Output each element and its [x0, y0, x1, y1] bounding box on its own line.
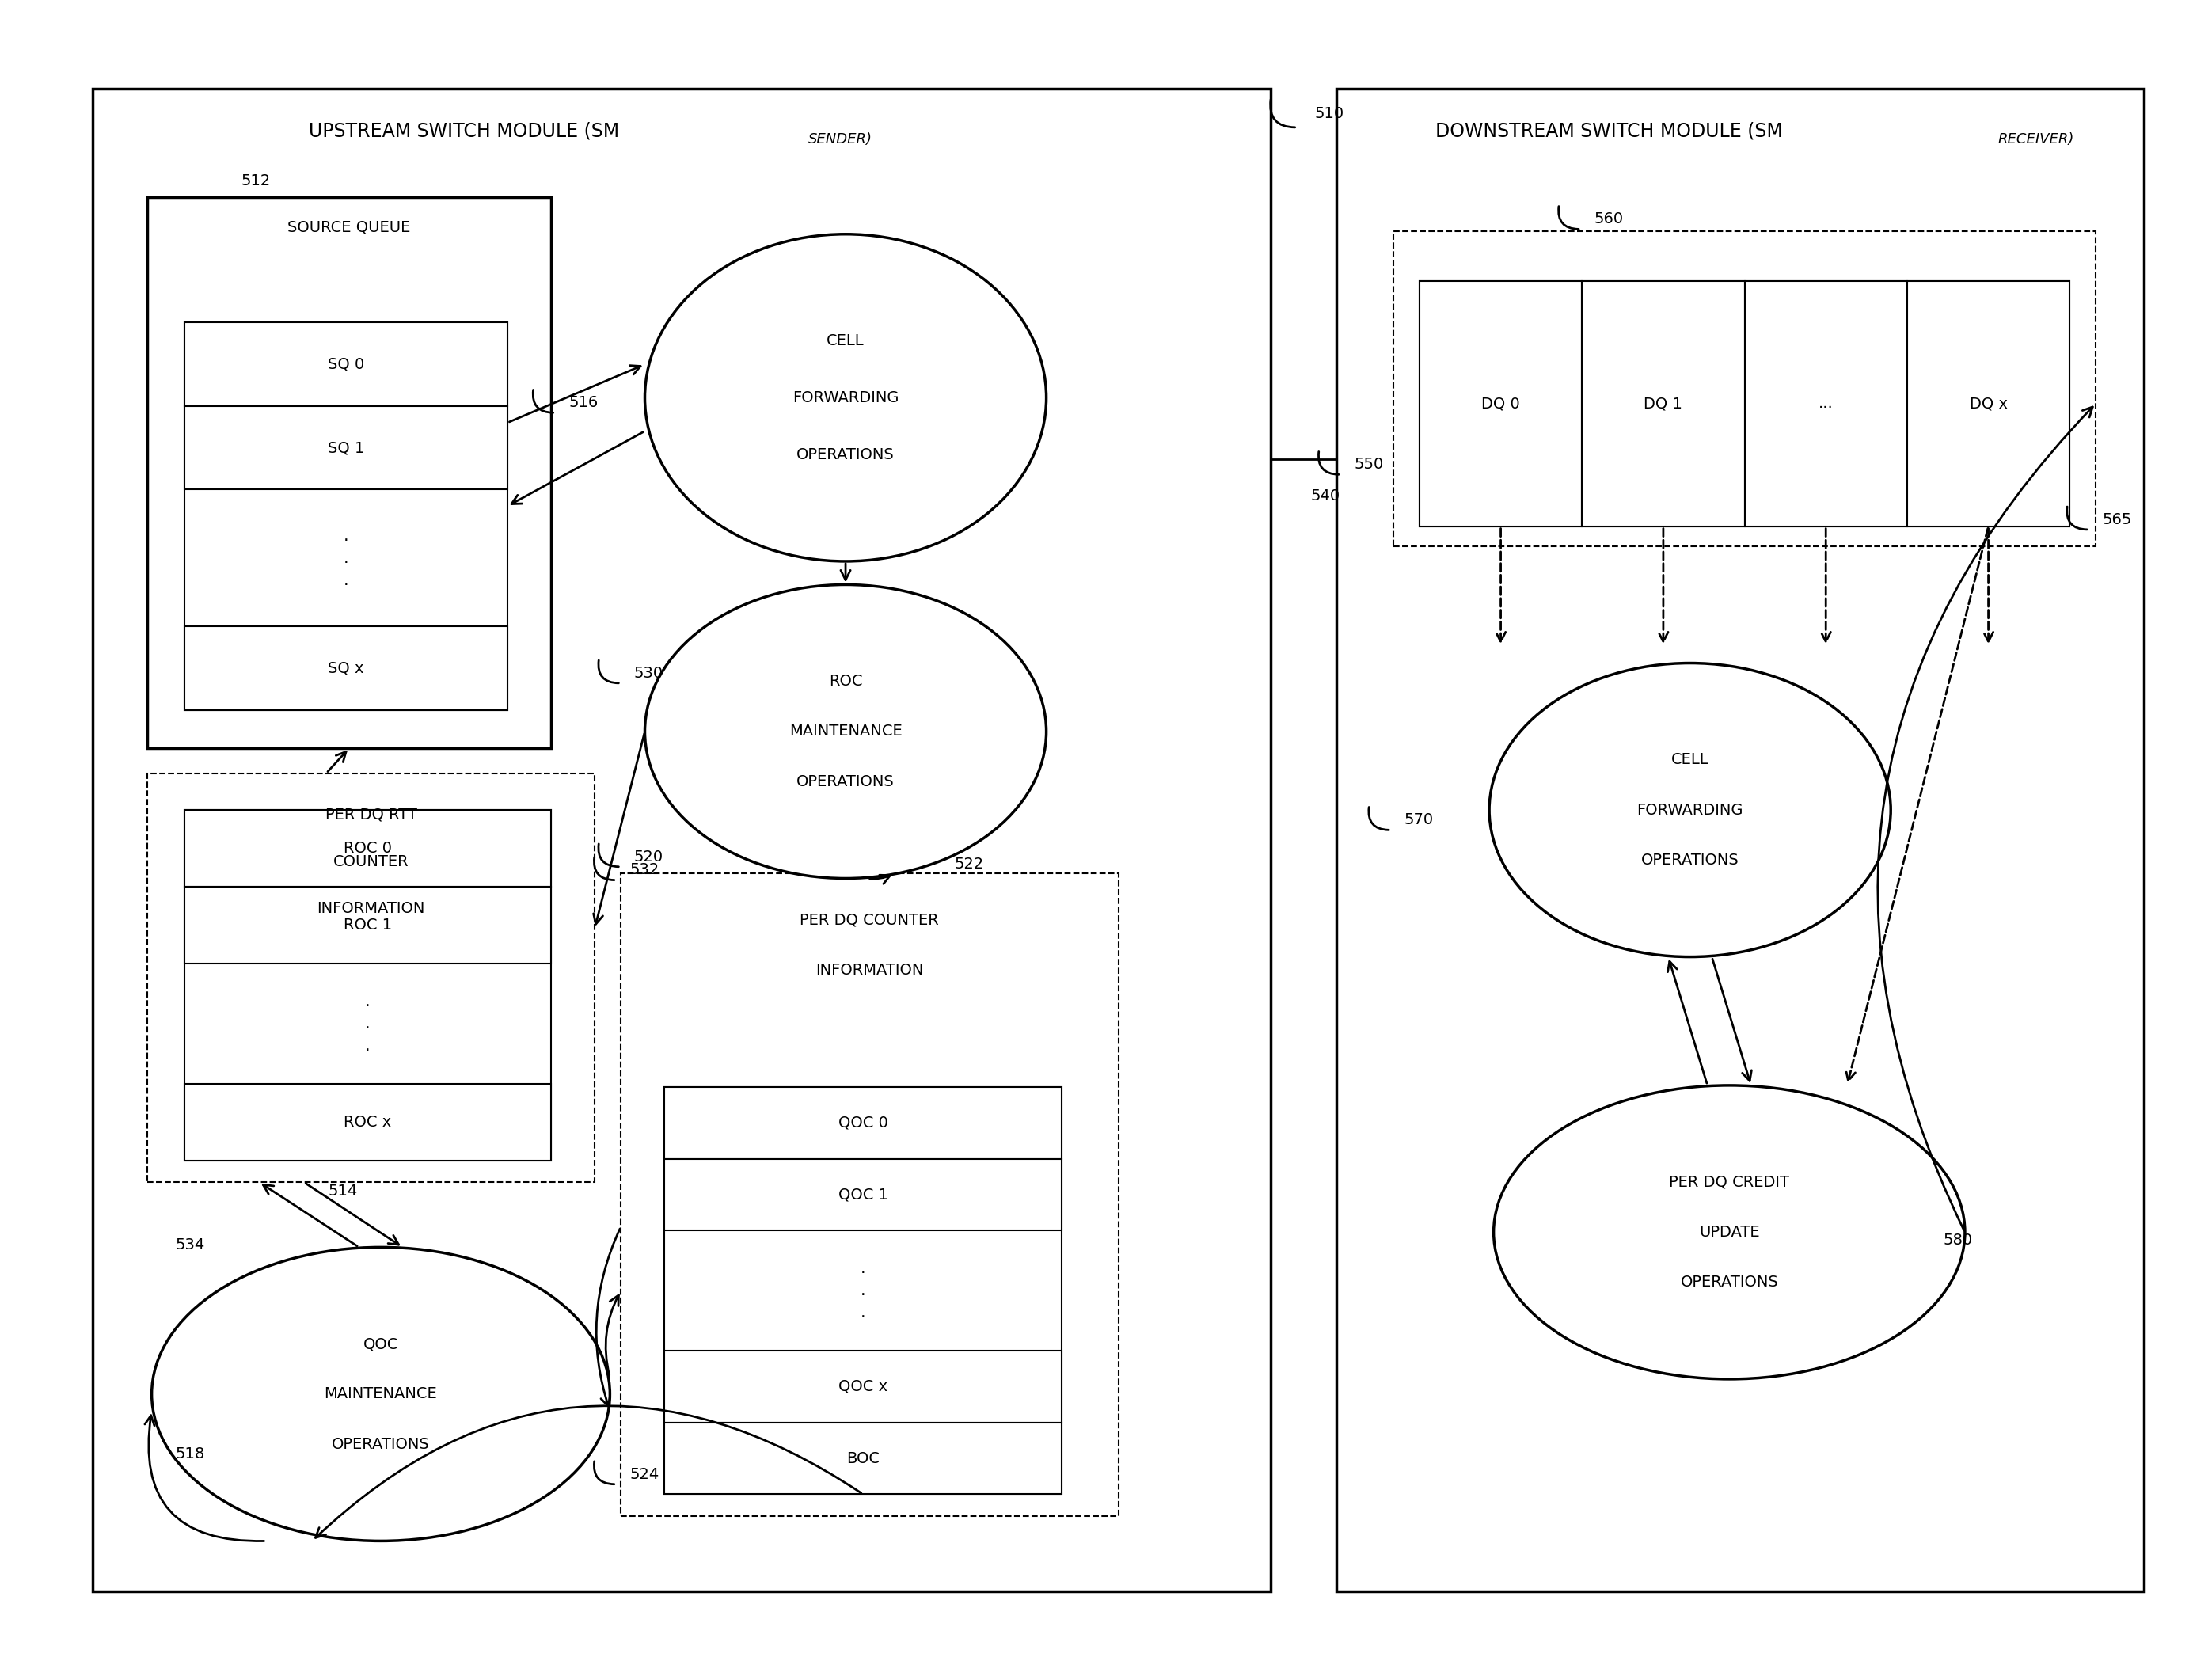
- FancyBboxPatch shape: [147, 198, 550, 748]
- FancyBboxPatch shape: [1336, 89, 2145, 1591]
- Text: UPDATE: UPDATE: [1700, 1225, 1759, 1240]
- Text: ROC: ROC: [829, 674, 862, 689]
- FancyBboxPatch shape: [1581, 281, 1746, 526]
- Text: CELL: CELL: [827, 333, 864, 348]
- Text: OPERATIONS: OPERATIONS: [1680, 1275, 1779, 1290]
- Text: SQ 1: SQ 1: [327, 440, 364, 455]
- FancyBboxPatch shape: [664, 1351, 1061, 1423]
- FancyBboxPatch shape: [621, 874, 1118, 1515]
- FancyBboxPatch shape: [147, 773, 594, 1183]
- Text: UPSTREAM SWITCH MODULE (SM: UPSTREAM SWITCH MODULE (SM: [309, 121, 618, 139]
- FancyBboxPatch shape: [664, 1423, 1061, 1494]
- Text: RECEIVER): RECEIVER): [1998, 133, 2075, 146]
- Text: QOC 1: QOC 1: [838, 1188, 888, 1203]
- Text: 580: 580: [1943, 1233, 1972, 1248]
- Text: DQ x: DQ x: [1969, 396, 2007, 412]
- Text: 520: 520: [634, 848, 662, 864]
- Text: 540: 540: [1311, 489, 1340, 504]
- Text: 514: 514: [329, 1184, 357, 1200]
- Text: ROC 0: ROC 0: [344, 840, 393, 855]
- FancyBboxPatch shape: [664, 1087, 1061, 1494]
- Text: SENDER): SENDER): [809, 133, 873, 146]
- Text: QOC: QOC: [364, 1337, 399, 1352]
- Text: INFORMATION: INFORMATION: [318, 900, 425, 916]
- FancyBboxPatch shape: [664, 1087, 1061, 1159]
- Text: 560: 560: [1594, 212, 1623, 227]
- Ellipse shape: [645, 585, 1046, 879]
- Text: OPERATIONS: OPERATIONS: [796, 447, 895, 462]
- FancyBboxPatch shape: [184, 810, 550, 1161]
- FancyBboxPatch shape: [184, 1084, 550, 1161]
- Text: 530: 530: [634, 665, 662, 680]
- Text: 534: 534: [175, 1236, 206, 1252]
- Text: CELL: CELL: [1671, 753, 1708, 768]
- FancyBboxPatch shape: [184, 323, 507, 407]
- Text: QOC 0: QOC 0: [838, 1116, 888, 1131]
- Text: PER DQ CREDIT: PER DQ CREDIT: [1669, 1174, 1789, 1189]
- Text: ROC 1: ROC 1: [344, 917, 393, 932]
- FancyBboxPatch shape: [664, 1159, 1061, 1230]
- Text: SOURCE QUEUE: SOURCE QUEUE: [287, 220, 410, 235]
- Text: 532: 532: [629, 862, 660, 877]
- Text: PER DQ RTT: PER DQ RTT: [325, 808, 417, 823]
- Text: 512: 512: [241, 173, 270, 188]
- FancyBboxPatch shape: [1419, 281, 2070, 526]
- Text: 524: 524: [629, 1467, 660, 1482]
- Text: MAINTENANCE: MAINTENANCE: [789, 724, 901, 739]
- Text: .
.
.: . . .: [364, 993, 371, 1053]
- Ellipse shape: [645, 234, 1046, 561]
- FancyBboxPatch shape: [184, 627, 507, 711]
- Text: MAINTENANCE: MAINTENANCE: [325, 1386, 436, 1401]
- Text: OPERATIONS: OPERATIONS: [1640, 852, 1739, 867]
- Text: 510: 510: [1314, 106, 1344, 121]
- Text: BOC: BOC: [846, 1452, 879, 1467]
- Ellipse shape: [1493, 1085, 1965, 1379]
- Text: 516: 516: [568, 395, 599, 410]
- FancyBboxPatch shape: [184, 323, 507, 711]
- Text: PER DQ COUNTER: PER DQ COUNTER: [800, 912, 939, 927]
- Text: 518: 518: [175, 1446, 206, 1462]
- Text: COUNTER: COUNTER: [333, 853, 408, 869]
- FancyBboxPatch shape: [184, 407, 507, 489]
- Text: FORWARDING: FORWARDING: [792, 390, 899, 405]
- Text: ROC x: ROC x: [344, 1114, 393, 1129]
- Text: 570: 570: [1404, 813, 1434, 828]
- Text: SQ x: SQ x: [329, 660, 364, 675]
- FancyBboxPatch shape: [184, 887, 550, 964]
- Text: DOWNSTREAM SWITCH MODULE (SM: DOWNSTREAM SWITCH MODULE (SM: [1436, 121, 1783, 139]
- Ellipse shape: [1489, 664, 1890, 958]
- Text: 565: 565: [2103, 512, 2132, 528]
- Text: OPERATIONS: OPERATIONS: [796, 774, 895, 790]
- Text: .
.
.: . . .: [860, 1260, 866, 1320]
- Text: ...: ...: [1818, 396, 1833, 412]
- Text: FORWARDING: FORWARDING: [1636, 803, 1743, 818]
- FancyBboxPatch shape: [1746, 281, 1908, 526]
- Text: QOC x: QOC x: [838, 1379, 888, 1394]
- Text: INFORMATION: INFORMATION: [816, 963, 923, 978]
- Ellipse shape: [151, 1247, 610, 1541]
- Text: OPERATIONS: OPERATIONS: [331, 1436, 430, 1452]
- Text: .
.
.: . . .: [344, 528, 349, 588]
- FancyBboxPatch shape: [92, 89, 1272, 1591]
- FancyBboxPatch shape: [184, 810, 550, 887]
- Text: DQ 1: DQ 1: [1645, 396, 1682, 412]
- Text: DQ 0: DQ 0: [1482, 396, 1520, 412]
- Text: 550: 550: [1353, 457, 1384, 472]
- FancyBboxPatch shape: [1419, 281, 1581, 526]
- FancyBboxPatch shape: [1393, 230, 2097, 546]
- Text: 522: 522: [954, 857, 985, 872]
- Text: SQ 0: SQ 0: [327, 356, 364, 371]
- FancyBboxPatch shape: [1908, 281, 2070, 526]
